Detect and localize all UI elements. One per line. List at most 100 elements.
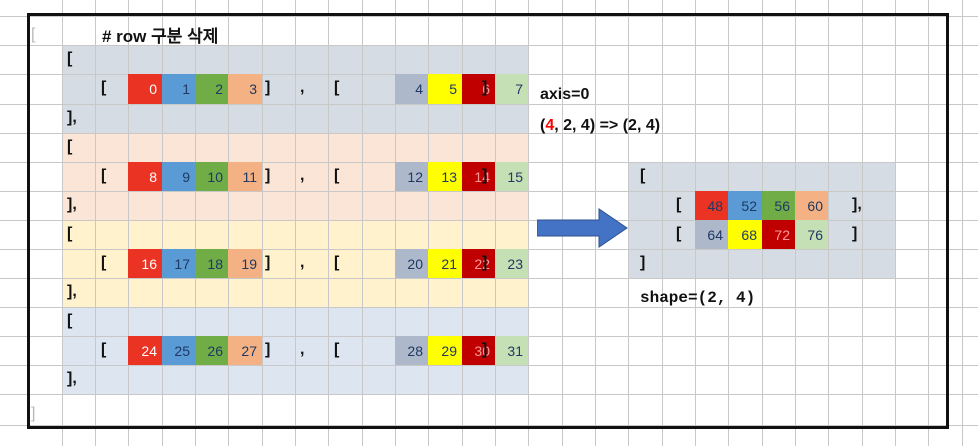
group-0-row-1-open: [ [334,79,340,96]
group-1-row-0-open: [ [101,167,107,184]
group-0-row-1-close: ] [482,79,488,96]
group-2-comma: , [300,254,305,271]
grid-col-26 [928,0,929,446]
grid-row-10 [0,307,978,308]
result-row-1-cell-1: 68 [728,220,762,249]
group-3-b-cell-1: 29 [428,336,462,365]
group-3-a-cell-3: 27 [228,336,262,365]
group-0-row-0-close: ] [265,79,271,96]
group-1-b-cell-1: 13 [428,162,462,191]
group-3-open-bracket: [ [67,312,73,329]
group-2-b-cell-1: 21 [428,249,462,278]
group-0-b-cell-0: 4 [395,74,428,104]
grid-col-5 [228,0,229,446]
grid-col-6 [262,0,263,446]
group-3-a-cell-0: 24 [128,336,162,365]
grid-col-8 [328,0,329,446]
grid-row-4 [0,133,978,134]
group-3-row-0-open: [ [101,341,107,358]
result-row-1-close: ] [852,225,858,242]
group-1-row-1-close: ] [482,167,488,184]
group-3-row-0-close: ] [265,341,271,358]
group-1-a-cell-3: 11 [228,162,262,191]
group-3-row-1-close: ] [482,341,488,358]
grid-row-1 [0,45,978,46]
group-2-open-bracket: [ [67,225,73,242]
group-1-a-cell-1: 9 [162,162,195,191]
group-1-open-bracket: [ [67,138,73,155]
group-1-comma: , [300,167,305,184]
group-0-a-cell-0: 0 [128,74,162,104]
group-0-b-cell-1: 5 [428,74,462,104]
group-2-a-cell-2: 18 [195,249,228,278]
result-row-0-cell-1: 52 [728,191,762,220]
grid-col-1 [95,0,96,446]
grid-col-17 [628,0,629,446]
shape-change-text: (4, 2, 4) => (2, 4) [540,117,660,135]
grid-col-9 [362,0,363,446]
result-row-0-open: [ [676,196,682,213]
grid-row-14 [0,425,978,426]
grid-row-3 [0,104,978,105]
group-2-row-0-close: ] [265,254,271,271]
grid-col-27 [962,0,963,446]
grid-col-2 [128,0,129,446]
grid-col-7 [295,0,296,446]
result-row-1-open: [ [676,225,682,242]
axis-label: axis=0 [540,86,590,103]
group-2-a-cell-1: 17 [162,249,195,278]
grid-col-25 [895,0,896,446]
result-row-0-cell-2: 56 [762,191,795,220]
result-row-1-cell-2: 72 [762,220,795,249]
grid-col-0 [62,0,63,446]
group-2-a-cell-3: 19 [228,249,262,278]
group-3-b-cell-3: 31 [495,336,528,365]
grid-col-14 [528,0,529,446]
shape-change-rest: , 2, 4) => (2, 4) [554,117,661,134]
group-3-a-cell-2: 26 [195,336,228,365]
result-open-bracket: [ [640,167,646,184]
group-2-row-0-open: [ [101,254,107,271]
result-close-bracket: ] [640,254,646,271]
outer-open-bracket: [ [31,26,36,43]
group-0-close-bracket: ], [67,109,77,126]
result-row-0-cell-0: 48 [695,191,728,220]
grid-col-24 [862,0,863,446]
grid-row-6 [0,191,978,192]
group-2-row-1-close: ] [482,254,488,271]
outer-close-bracket: ] [31,405,36,422]
grid-col-4 [195,0,196,446]
grid-col-18 [662,0,663,446]
group-0-b-cell-2: 6 [462,74,495,104]
group-1-b-cell-2: 14 [462,162,495,191]
group-1-b-cell-0: 12 [395,162,428,191]
group-0-open-bracket: [ [67,50,73,67]
group-3-b-cell-0: 28 [395,336,428,365]
grid-col-10 [395,0,396,446]
result-row-0-cell-3: 60 [795,191,828,220]
grid-row-13 [0,394,978,395]
grid-row-7 [0,220,978,221]
grid-col-3 [162,0,163,446]
removed-axis-value: 4 [545,117,555,134]
grid-row-9 [0,278,978,279]
group-3-comma: , [300,341,305,358]
grid-col-11 [428,0,429,446]
result-row-1-cell-0: 64 [695,220,728,249]
group-3-row-1-open: [ [334,341,340,358]
group-2-b-cell-3: 23 [495,249,528,278]
right-arrow-icon [537,208,628,248]
group-1-row-0-close: ] [265,167,271,184]
grid-col-13 [495,0,496,446]
group-0-a-cell-3: 3 [228,74,262,104]
group-2-close-bracket: ], [67,283,77,300]
group-2-b-cell-2: 22 [462,249,495,278]
group-2-b-cell-0: 20 [395,249,428,278]
group-2-row-1-open: [ [334,254,340,271]
group-1-row-1-open: [ [334,167,340,184]
grid-col-23 [828,0,829,446]
group-1-a-cell-2: 10 [195,162,228,191]
group-0-row-0-open: [ [101,79,107,96]
group-1-a-cell-0: 8 [128,162,162,191]
